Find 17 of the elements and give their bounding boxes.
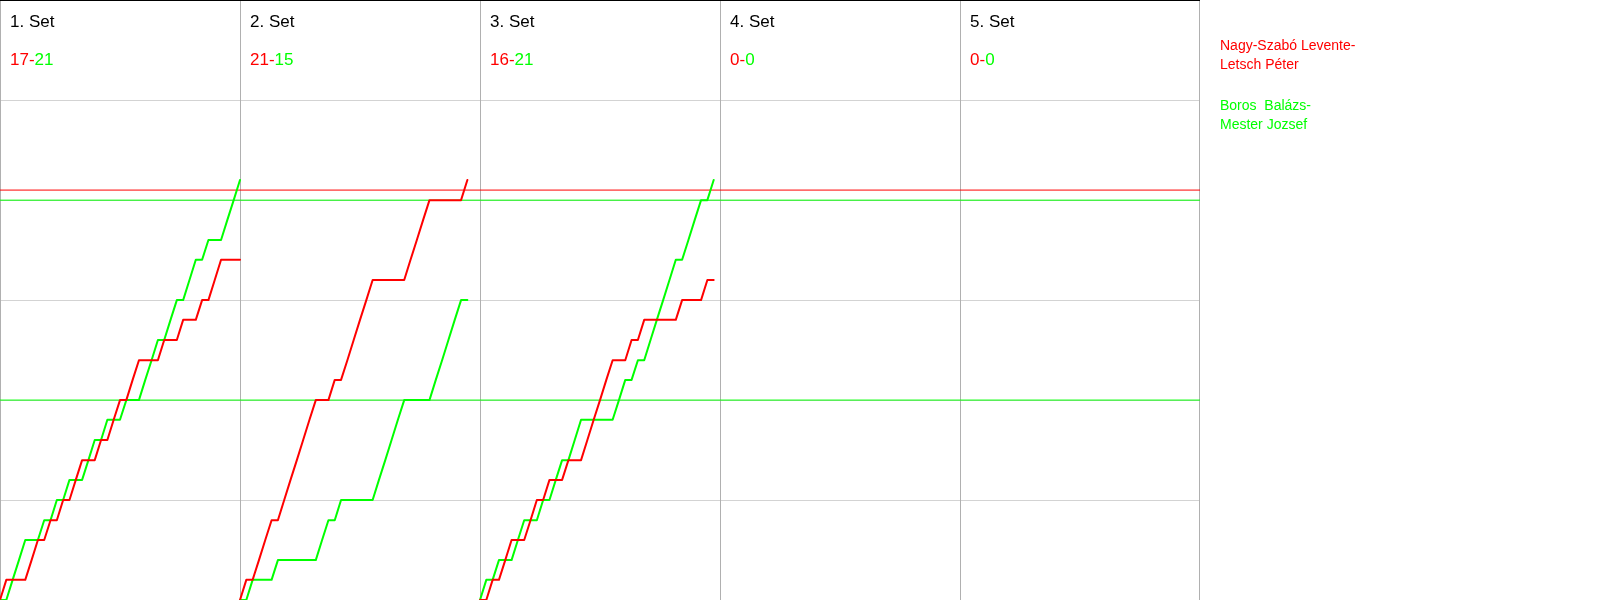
text: 0-: [970, 50, 986, 69]
text: 17-: [10, 50, 35, 69]
text: 15: [274, 50, 294, 69]
text: 21-: [250, 50, 275, 69]
text: 0-: [730, 50, 746, 69]
text: 0: [745, 50, 755, 69]
text: 3. Set: [490, 12, 535, 32]
text: Boros Balázs- Mester Jozsef: [1220, 96, 1313, 134]
text: Nagy-Szabó Levente- Letsch Péter: [1220, 36, 1356, 74]
text: 0: [985, 50, 995, 69]
text: 21: [34, 50, 54, 69]
text: 4. Set: [730, 12, 775, 32]
text: 16-: [490, 50, 515, 69]
text: 5. Set: [970, 12, 1015, 32]
text: 21: [514, 50, 534, 69]
text: 2. Set: [250, 12, 295, 32]
text: 1. Set: [10, 12, 55, 32]
